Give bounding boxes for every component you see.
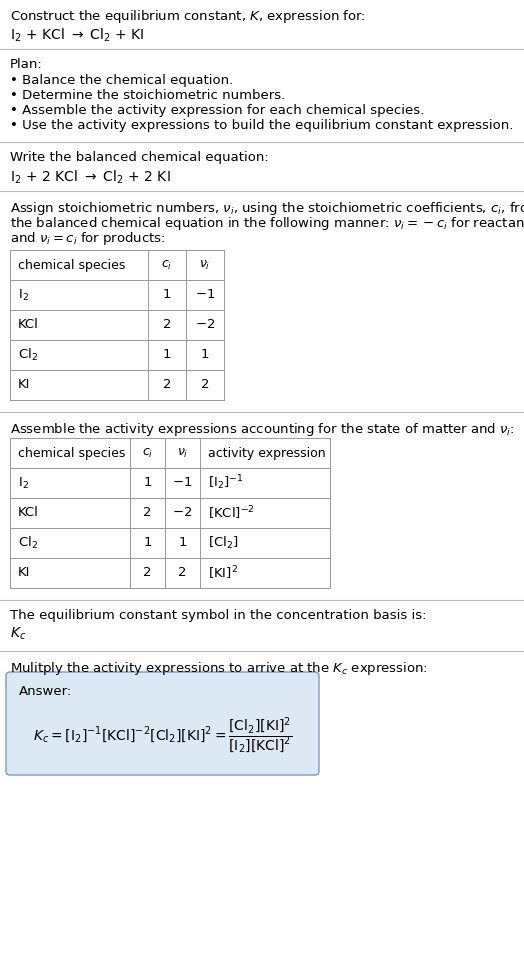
Text: chemical species: chemical species <box>18 447 125 459</box>
Text: Assign stoichiometric numbers, $\nu_i$, using the stoichiometric coefficients, $: Assign stoichiometric numbers, $\nu_i$, … <box>10 200 524 217</box>
FancyBboxPatch shape <box>6 672 319 775</box>
Text: KI: KI <box>18 567 30 580</box>
Text: $-2$: $-2$ <box>172 506 193 520</box>
Text: KI: KI <box>18 379 30 391</box>
Text: $\nu_i$: $\nu_i$ <box>177 447 188 459</box>
Text: $\mathrm{I}_2$: $\mathrm{I}_2$ <box>18 476 29 491</box>
Text: the balanced chemical equation in the following manner: $\nu_i = -c_i$ for react: the balanced chemical equation in the fo… <box>10 215 524 232</box>
Text: $-1$: $-1$ <box>195 288 215 301</box>
Text: $\mathrm{I}_2$ + KCl $\rightarrow$ $\mathrm{Cl}_2$ + KI: $\mathrm{I}_2$ + KCl $\rightarrow$ $\mat… <box>10 27 144 44</box>
Text: • Determine the stoichiometric numbers.: • Determine the stoichiometric numbers. <box>10 89 285 102</box>
Text: $-2$: $-2$ <box>195 319 215 331</box>
Text: Mulitply the activity expressions to arrive at the $K_c$ expression:: Mulitply the activity expressions to arr… <box>10 660 428 677</box>
Text: $K_c = [\mathrm{I}_2]^{-1}[\mathrm{KCl}]^{-2}[\mathrm{Cl}_2][\mathrm{KI}]^2 = \d: $K_c = [\mathrm{I}_2]^{-1}[\mathrm{KCl}]… <box>33 715 292 756</box>
Text: chemical species: chemical species <box>18 258 125 272</box>
Text: $K_c$: $K_c$ <box>10 626 26 642</box>
Text: 2: 2 <box>201 379 209 391</box>
Text: KCl: KCl <box>18 506 39 520</box>
Text: $[\mathrm{I}_2]^{-1}$: $[\mathrm{I}_2]^{-1}$ <box>208 474 244 492</box>
Text: 2: 2 <box>143 506 152 520</box>
Text: Construct the equilibrium constant, $K$, expression for:: Construct the equilibrium constant, $K$,… <box>10 8 366 25</box>
Text: The equilibrium constant symbol in the concentration basis is:: The equilibrium constant symbol in the c… <box>10 609 427 622</box>
Text: $\mathrm{Cl}_2$: $\mathrm{Cl}_2$ <box>18 535 38 551</box>
Text: KCl: KCl <box>18 319 39 331</box>
Text: $[\mathrm{KI}]^2$: $[\mathrm{KI}]^2$ <box>208 565 238 582</box>
Text: 2: 2 <box>163 319 171 331</box>
Text: • Balance the chemical equation.: • Balance the chemical equation. <box>10 74 233 87</box>
Text: $\mathrm{I}_2$ + 2 KCl $\rightarrow$ $\mathrm{Cl}_2$ + 2 KI: $\mathrm{I}_2$ + 2 KCl $\rightarrow$ $\m… <box>10 169 171 187</box>
Text: $-1$: $-1$ <box>172 477 193 489</box>
Text: Plan:: Plan: <box>10 58 43 71</box>
Text: 1: 1 <box>143 537 152 549</box>
Text: 1: 1 <box>143 477 152 489</box>
Text: $\mathrm{I}_2$: $\mathrm{I}_2$ <box>18 287 29 302</box>
Text: $[\mathrm{Cl}_2]$: $[\mathrm{Cl}_2]$ <box>208 535 238 551</box>
Text: and $\nu_i = c_i$ for products:: and $\nu_i = c_i$ for products: <box>10 230 166 247</box>
Text: • Use the activity expressions to build the equilibrium constant expression.: • Use the activity expressions to build … <box>10 119 514 132</box>
Text: $\mathrm{Cl}_2$: $\mathrm{Cl}_2$ <box>18 347 38 363</box>
Text: 1: 1 <box>163 348 171 362</box>
Text: 1: 1 <box>163 288 171 301</box>
Text: 2: 2 <box>143 567 152 580</box>
Text: activity expression: activity expression <box>208 447 325 459</box>
Text: 2: 2 <box>178 567 187 580</box>
Text: 2: 2 <box>163 379 171 391</box>
Text: 1: 1 <box>178 537 187 549</box>
Text: Assemble the activity expressions accounting for the state of matter and $\nu_i$: Assemble the activity expressions accoun… <box>10 421 515 438</box>
Text: • Assemble the activity expression for each chemical species.: • Assemble the activity expression for e… <box>10 104 424 117</box>
Text: $\nu_i$: $\nu_i$ <box>199 258 211 272</box>
Text: Answer:: Answer: <box>19 685 72 698</box>
Text: $c_i$: $c_i$ <box>161 258 172 272</box>
Text: $[\mathrm{KCl}]^{-2}$: $[\mathrm{KCl}]^{-2}$ <box>208 504 255 522</box>
Text: $c_i$: $c_i$ <box>142 447 153 459</box>
Text: 1: 1 <box>201 348 209 362</box>
Text: Write the balanced chemical equation:: Write the balanced chemical equation: <box>10 151 269 164</box>
